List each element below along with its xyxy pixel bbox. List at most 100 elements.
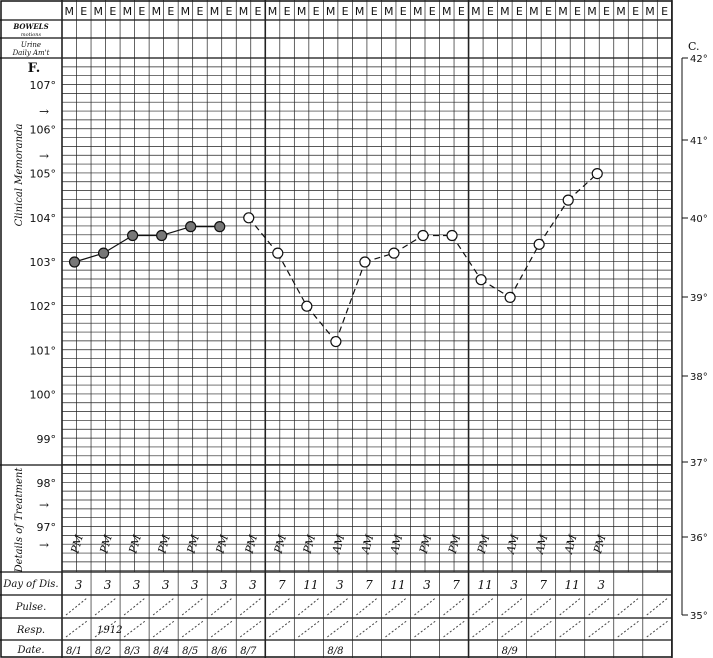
slot-label: E (458, 5, 465, 18)
date-value: 8/2 (95, 646, 111, 657)
slot-label: M (529, 5, 539, 18)
time-note: PM (475, 533, 493, 556)
diag-mark (181, 620, 204, 638)
temperature-segment (335, 261, 366, 342)
slot-label: M (413, 5, 423, 18)
arrow-icon: → (39, 538, 49, 552)
diag-mark (123, 620, 146, 638)
temperature-point (417, 229, 429, 242)
slot-label: E (429, 5, 436, 18)
row-label-day_label: Day of Dis. (2, 579, 58, 590)
slot-label: E (138, 5, 145, 18)
diag-mark (298, 620, 320, 638)
f-tick-label: 107° (30, 79, 57, 92)
slot-label: E (255, 5, 262, 18)
slot-label: E (400, 5, 407, 18)
f-axis-label: F. (28, 61, 40, 76)
c-tick-label: 39° (690, 293, 708, 304)
diag-mark (530, 597, 552, 616)
diag-mark (501, 597, 523, 616)
temperature-point (97, 247, 110, 259)
time-note: PM (97, 533, 115, 556)
f-tick-label: 98° (37, 477, 57, 490)
temperature-segment (567, 173, 598, 201)
f-tick-label: 104° (30, 212, 57, 225)
slot-label: E (545, 5, 552, 18)
diag-mark (588, 597, 611, 616)
temperature-point (272, 247, 284, 259)
temperature-segment (451, 235, 482, 281)
temperature-point (214, 221, 226, 233)
slot-label: E (226, 5, 233, 18)
day-of-dis-value: 7 (452, 578, 460, 592)
slot-label: M (326, 5, 336, 18)
date-value: 8/6 (211, 646, 228, 657)
slot-label: E (516, 5, 523, 18)
diag-mark (356, 620, 378, 638)
c-tick-label: 35° (690, 611, 708, 622)
temperature-point (359, 256, 371, 268)
day-of-dis-value: 3 (597, 578, 605, 592)
arrow-icon: → (39, 498, 49, 512)
slot-label: M (471, 5, 481, 18)
slot-label: E (342, 5, 349, 18)
diag-mark (646, 620, 669, 638)
diag-mark (385, 597, 407, 616)
f-tick-label: 102° (30, 300, 57, 313)
diag-mark (268, 597, 291, 616)
slot-label: M (123, 5, 133, 18)
diag-mark (385, 620, 407, 638)
f-tick-label: 101° (30, 344, 57, 357)
c-tick-label: 37° (690, 458, 708, 469)
diag-mark (239, 597, 262, 616)
temperature-point (127, 229, 139, 242)
diag-mark (239, 620, 262, 638)
slot-label: M (616, 5, 626, 18)
temperature-point (533, 238, 545, 250)
c-tick-label: 41° (690, 136, 708, 147)
time-note: PM (271, 533, 289, 556)
diag-mark (530, 620, 552, 638)
temperature-point (301, 300, 313, 312)
slot-label: E (574, 5, 581, 18)
diag-mark (181, 597, 204, 616)
day-of-dis-value: 3 (510, 578, 518, 592)
diag-mark (472, 597, 494, 616)
temperature-point (591, 168, 603, 180)
day-of-dis-value: 3 (133, 578, 141, 592)
slot-label: M (181, 5, 191, 18)
date-value: 8/9 (502, 646, 519, 657)
temperature-segment (480, 279, 511, 298)
f-tick-label: 105° (30, 168, 57, 181)
time-note: AM (562, 532, 580, 556)
time-note: AM (388, 532, 406, 556)
temperature-point (388, 247, 400, 259)
row-label-date_label: Date. (16, 645, 44, 656)
diag-mark (356, 597, 378, 616)
slot-label: E (196, 5, 203, 18)
slot-label: E (487, 5, 494, 18)
temperature-segment (277, 252, 308, 307)
diag-mark (617, 620, 640, 638)
c-tick-label: 40° (690, 214, 708, 225)
diag-mark (559, 620, 582, 638)
diag-mark (94, 620, 117, 638)
diag-mark (65, 597, 88, 616)
slot-label: E (109, 5, 116, 18)
arrow-icon: → (39, 149, 49, 163)
c-tick-label: 38° (690, 372, 708, 383)
date-value: 8/3 (124, 646, 140, 657)
temperature-point (243, 212, 255, 224)
diag-mark (443, 620, 465, 638)
time-note: AM (504, 532, 522, 556)
diag-mark (327, 597, 349, 616)
slot-label: E (371, 5, 378, 18)
c-tick-label: 36° (690, 533, 708, 544)
arrow-icon: → (39, 105, 49, 119)
time-note: PM (126, 533, 144, 556)
time-note: PM (301, 533, 319, 556)
clinical-memoranda-label: Clinical Memoranda (14, 124, 25, 227)
diag-mark (414, 620, 436, 638)
treatment-label: Details of Treatment (14, 467, 25, 574)
